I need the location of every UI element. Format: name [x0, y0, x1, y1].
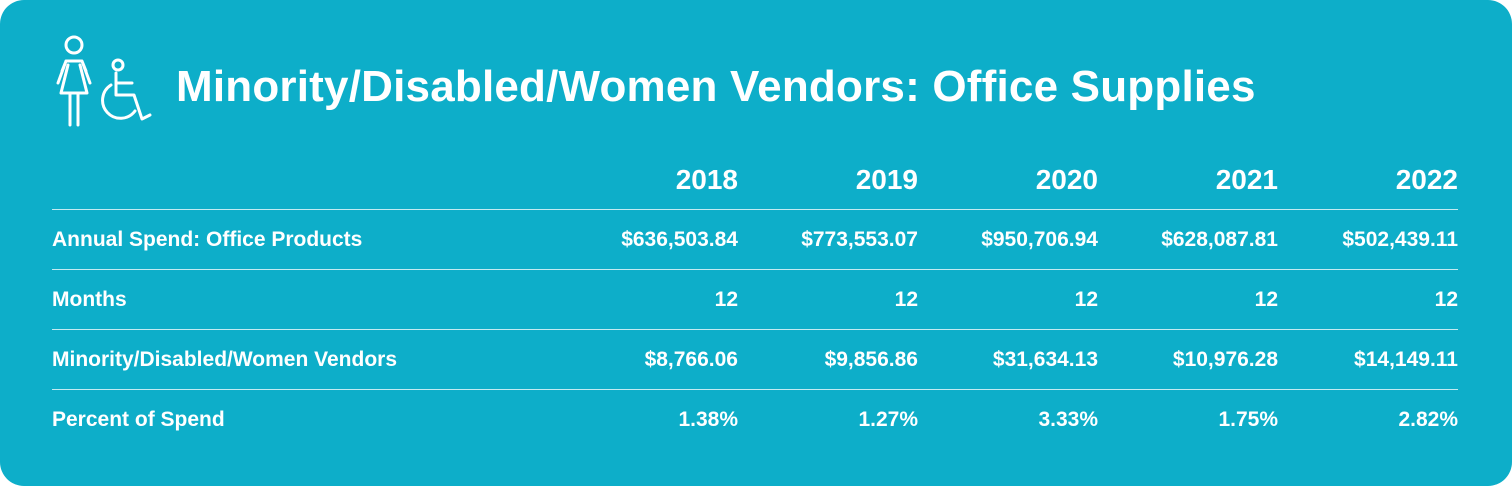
row-label: Annual Spend: Office Products [52, 209, 558, 270]
table-cell: $8,766.06 [558, 329, 738, 390]
row-label: Percent of Spend [52, 389, 558, 449]
table-cell: $502,439.11 [1278, 209, 1458, 270]
row-label: Months [52, 269, 558, 330]
wheelchair-icon [101, 58, 152, 121]
woman-icon [56, 35, 92, 127]
row-label: Minority/Disabled/Women Vendors [52, 329, 558, 390]
table-cell: $14,149.11 [1278, 329, 1458, 390]
column-header-2019: 2019 [855, 163, 918, 195]
table-row-percent: Percent of Spend 1.38% 1.27% 3.33% 1.75%… [52, 389, 1458, 449]
column-header-label [52, 150, 558, 210]
table-cell: 12 [1278, 269, 1458, 330]
table-cell: 12 [558, 269, 738, 330]
column-header-2022: 2022 [1395, 163, 1458, 195]
table-cell: $950,706.94 [918, 209, 1098, 270]
header-icons [52, 35, 156, 129]
column-header-2018: 2018 [675, 163, 738, 195]
table-cell: 1.27% [738, 389, 918, 449]
table-cell: 12 [738, 269, 918, 330]
page-title: Minority/Disabled/Women Vendors: Office … [176, 62, 1256, 111]
table-header-row: 2018 2019 2020 2021 2022 [52, 150, 1458, 210]
table-cell: 12 [1098, 269, 1278, 330]
table-cell: 3.33% [918, 389, 1098, 449]
table-cell: $10,976.28 [1098, 329, 1278, 390]
table-cell: 1.38% [558, 389, 738, 449]
table-row-annual-spend: Annual Spend: Office Products $636,503.8… [52, 209, 1458, 270]
table-cell: $628,087.81 [1098, 209, 1278, 270]
table-cell: $31,634.13 [918, 329, 1098, 390]
table-row-vendor-spend: Minority/Disabled/Women Vendors $8,766.0… [52, 329, 1458, 390]
table-cell: 1.75% [1098, 389, 1278, 449]
spend-table: 2018 2019 2020 2021 2022 Annual Spend: O… [52, 150, 1458, 449]
table-cell: $9,856.86 [738, 329, 918, 390]
column-header-2020: 2020 [1035, 163, 1098, 195]
table-cell: $636,503.84 [558, 209, 738, 270]
column-header-2021: 2021 [1215, 163, 1278, 195]
table-row-months: Months 12 12 12 12 12 [52, 269, 1458, 330]
table-cell: 2.82% [1278, 389, 1458, 449]
header: Minority/Disabled/Women Vendors: Office … [52, 34, 1256, 130]
table-cell: 12 [918, 269, 1098, 330]
table-cell: $773,553.07 [738, 209, 918, 270]
